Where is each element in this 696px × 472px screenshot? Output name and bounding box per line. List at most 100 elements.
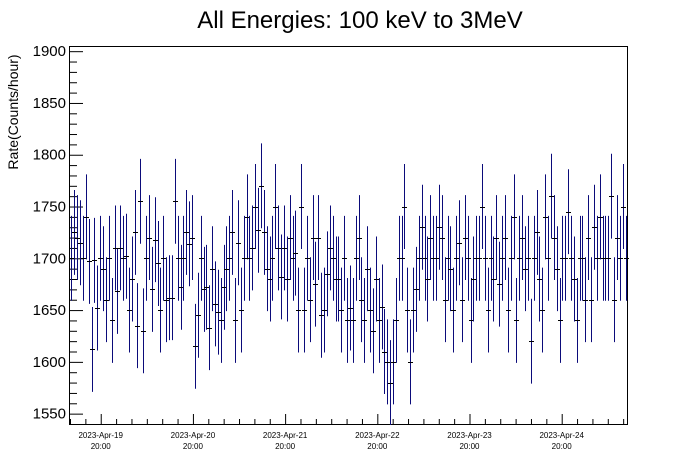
data-point <box>437 184 442 270</box>
y-tick-label: 1750 <box>33 199 66 216</box>
data-point <box>279 234 284 320</box>
data-point <box>434 215 439 301</box>
data-point <box>196 272 201 358</box>
data-point <box>549 153 554 239</box>
data-point <box>592 184 597 270</box>
data-point <box>124 213 129 299</box>
x-tick-date: 2023-Apr-22 <box>355 431 400 440</box>
data-point <box>606 215 611 301</box>
data-point <box>575 277 580 363</box>
data-point <box>193 303 198 389</box>
data-point <box>227 215 232 301</box>
data-point <box>276 205 281 291</box>
data-point <box>210 226 215 312</box>
data-point <box>586 195 591 281</box>
data-point <box>345 277 350 363</box>
data-point <box>385 319 390 405</box>
data-point <box>170 255 175 341</box>
data-point <box>408 319 413 405</box>
x-axis: 2023-Apr-19 20:00 2023-Apr-20 20:00 2023-Apr… <box>70 414 625 451</box>
y-tick-label: 1650 <box>33 302 66 319</box>
data-point <box>81 215 86 301</box>
data-point <box>147 195 152 281</box>
data-point <box>558 277 563 363</box>
data-point <box>532 215 537 301</box>
data-point <box>173 158 178 244</box>
data-point <box>144 215 149 301</box>
data-point <box>354 215 359 301</box>
data-point <box>181 215 186 301</box>
data-point <box>580 215 585 301</box>
data-point <box>621 164 626 249</box>
data-point <box>394 277 399 363</box>
data-point <box>313 241 318 327</box>
data-point <box>118 205 123 291</box>
x-tick-time: 20:00 <box>459 442 480 451</box>
data-point <box>213 261 218 347</box>
data-point <box>288 195 293 281</box>
x-tick-time: 20:00 <box>183 442 204 451</box>
y-tick-label: 1550 <box>33 406 66 423</box>
data-point <box>150 246 155 332</box>
data-point <box>517 215 522 301</box>
data-point <box>382 309 387 394</box>
data-point <box>250 205 255 291</box>
data-point <box>84 174 89 260</box>
data-point <box>153 197 158 283</box>
data-point <box>572 236 577 322</box>
data-point <box>494 195 499 281</box>
data-point <box>87 218 92 304</box>
data-point <box>331 215 336 301</box>
data-point <box>477 215 482 301</box>
data-point <box>90 306 95 392</box>
data-point <box>78 200 83 286</box>
data-point <box>491 236 496 322</box>
data-point <box>374 236 379 322</box>
data-point <box>595 215 600 301</box>
x-tick-date: 2023-Apr-23 <box>447 431 492 440</box>
data-point <box>164 257 169 343</box>
data-point <box>405 267 410 353</box>
data-point <box>365 226 370 312</box>
data-point <box>359 257 364 343</box>
y-tick-label: 1850 <box>33 95 66 112</box>
data-point <box>388 340 393 426</box>
data-point <box>520 195 525 281</box>
data-point <box>526 215 531 301</box>
data-point <box>428 195 433 281</box>
data-point <box>121 215 126 301</box>
data-point <box>460 257 465 343</box>
data-point <box>219 277 224 363</box>
data-point <box>127 267 132 353</box>
x-tick-date: 2023-Apr-19 <box>78 431 123 440</box>
data-point <box>308 257 313 343</box>
data-point <box>500 215 505 301</box>
data-point <box>351 277 356 363</box>
data-point <box>411 267 416 353</box>
data-point <box>92 217 97 303</box>
data-point <box>285 236 290 322</box>
x-tick-date: 2023-Apr-24 <box>539 431 584 440</box>
data-point <box>161 215 166 301</box>
x-tick-time: 20:00 <box>91 442 112 451</box>
data-point <box>624 215 629 301</box>
data-point <box>583 257 588 343</box>
data-point <box>167 255 172 341</box>
data-point <box>259 143 264 229</box>
data-point <box>325 231 330 317</box>
data-point <box>265 226 270 312</box>
data-point <box>305 215 310 301</box>
data-point <box>207 285 212 371</box>
data-point <box>514 277 519 363</box>
data-point <box>216 269 221 355</box>
data-point <box>158 267 163 353</box>
data-point <box>471 236 476 322</box>
data-point <box>377 277 382 363</box>
data-point <box>400 215 405 301</box>
data-point <box>130 236 135 322</box>
data-point <box>273 164 278 249</box>
data-point <box>138 158 143 244</box>
data-point <box>443 257 448 343</box>
y-tick-label: 1700 <box>33 250 66 267</box>
